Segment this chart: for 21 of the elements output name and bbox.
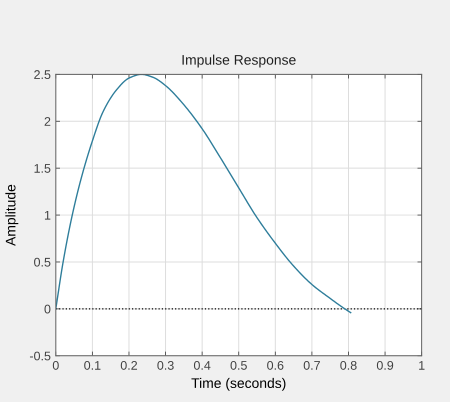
y-tick-label: 0.5	[34, 258, 50, 267]
y-tick-label: 2.5	[34, 70, 50, 80]
x-tick-label: 0.5	[230, 360, 247, 370]
x-tick-label: 0.1	[84, 360, 100, 370]
y-tick-label: -0.5	[30, 352, 50, 360]
x-tick-label: 0.2	[120, 360, 138, 370]
x-tick-label: 0	[52, 360, 59, 370]
x-axis-title: Time (seconds)	[191, 378, 286, 391]
y-tick-label: 2	[44, 117, 50, 126]
x-tick-label: 0.3	[157, 360, 174, 370]
x-tick-label: 0.9	[376, 360, 394, 370]
y-axis-title: Amplitude	[5, 184, 18, 246]
x-tick-label: 0.8	[340, 360, 357, 370]
x-tick-label: 0.7	[304, 360, 320, 370]
y-tick-label: 1	[44, 211, 50, 220]
x-tick-label: 1	[419, 361, 425, 370]
x-tick-label: 0.6	[267, 360, 284, 370]
y-tick-label: 0	[44, 304, 50, 314]
x-tick-label: 0.4	[194, 360, 210, 370]
y-tick-label: 1.5	[34, 164, 50, 173]
chart-title: Impulse Response	[182, 54, 296, 68]
